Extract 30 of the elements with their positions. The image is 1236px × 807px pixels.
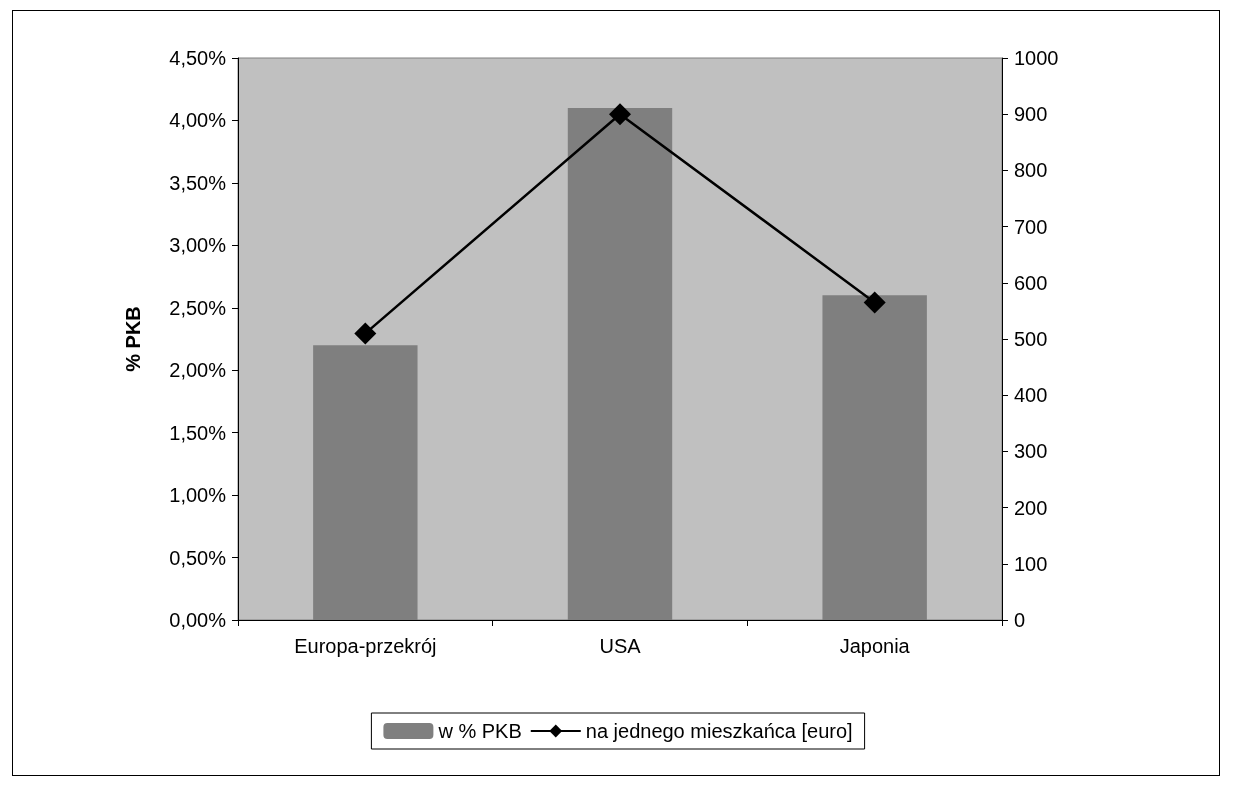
y-tick-label: 3,50% [169,171,227,194]
y2-tick-label: 900 [1014,103,1048,126]
y-tick-label: 4,00% [169,109,227,132]
x-tick-label: Japonia [839,635,911,657]
y2-tick-label: 100 [1014,552,1048,575]
y-tick-label: 3,00% [169,234,227,257]
y-tick-label: 0,00% [169,609,227,631]
y-tick-label: 0,50% [169,546,227,569]
y-tick-label: 1,50% [169,421,227,444]
legend-label: w % PKB [437,720,522,742]
y2-tick-label: 1000 [1014,47,1059,69]
y2-tick-label: 500 [1014,328,1048,350]
x-tick-label: USA [599,635,642,657]
point [354,322,377,345]
y-tick-label: 4,50% [169,47,227,69]
y2-tick-label: 700 [1014,215,1048,238]
point [609,103,631,126]
y2-tick-label: 600 [1014,271,1048,294]
y-axis-title: % PKB [122,306,144,372]
y2-tick-label: 200 [1014,496,1048,519]
y2-tick-label: 400 [1014,384,1048,407]
y2-tick-label: 0 [1014,609,1026,631]
x-tick-label: Europa-przekrój [294,635,437,657]
legend-label: na jednego mieszkańca [euro] [585,720,853,742]
y-tick-label: 2,50% [169,296,227,319]
y2-tick-label: 300 [1014,440,1048,463]
point [863,291,886,314]
y-tick-label: 1,00% [169,484,227,507]
y-tick-label: 2,00% [169,359,227,382]
y2-tick-label: 800 [1014,159,1048,182]
